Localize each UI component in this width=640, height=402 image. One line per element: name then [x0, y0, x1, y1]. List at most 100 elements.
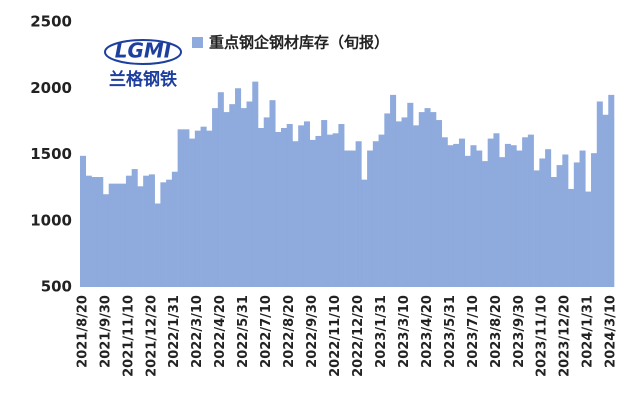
bar: [413, 125, 420, 287]
bar: [367, 150, 374, 287]
bar: [286, 124, 293, 288]
bar: [166, 179, 173, 287]
bar: [499, 157, 506, 287]
x-tick-label: 2022/4/20: [213, 295, 228, 368]
bar: [338, 124, 345, 288]
bar: [390, 94, 397, 287]
bar: [189, 138, 196, 287]
x-tick-label: 2023/11/10: [535, 295, 550, 377]
bar: [585, 191, 592, 287]
bar: [539, 158, 546, 287]
bar: [441, 137, 448, 287]
bar: [596, 101, 603, 287]
x-tick-label: 2021/11/10: [121, 295, 136, 377]
logo: LGMI 兰格钢铁: [104, 39, 182, 90]
bar: [200, 126, 207, 287]
bar: [487, 138, 494, 287]
bar: [120, 183, 127, 287]
bar: [481, 161, 488, 287]
x-tick-label: 2024/3/10: [604, 295, 619, 368]
bar: [223, 112, 230, 287]
bar: [550, 177, 557, 287]
x-tick-label: 2023/12/20: [558, 295, 573, 377]
x-tick-label: 2023/4/20: [420, 295, 435, 368]
bar: [303, 121, 310, 287]
bar: [102, 194, 110, 287]
bar: [527, 134, 534, 287]
bar: [235, 88, 242, 287]
bar: [355, 141, 362, 287]
bar: [424, 108, 431, 287]
y-tick-label: 2500: [30, 13, 72, 31]
bar: [309, 139, 316, 287]
bar: [263, 117, 270, 288]
bar: [361, 179, 368, 287]
bar: [608, 94, 615, 287]
y-tick-label: 2000: [30, 79, 72, 97]
x-tick-label: 2024/1/31: [581, 295, 596, 368]
bar: [321, 120, 328, 287]
bar: [258, 128, 265, 287]
bar: [131, 169, 138, 287]
bar: [384, 113, 391, 287]
bar: [160, 182, 167, 287]
bar: [292, 141, 299, 287]
bar: [591, 153, 598, 287]
bar: [217, 92, 224, 287]
bar: [430, 112, 437, 287]
x-tick-label: 2023/5/31: [443, 295, 458, 368]
bar: [447, 145, 454, 287]
x-tick-label: 2023/8/20: [489, 295, 504, 368]
y-tick-label: 1500: [30, 145, 72, 163]
bar: [326, 134, 333, 287]
bar: [568, 188, 575, 287]
bar: [80, 155, 87, 287]
bar: [436, 120, 443, 287]
bar: [206, 130, 213, 287]
y-tick-label: 1000: [30, 211, 72, 229]
bar: [372, 141, 379, 287]
bar: [470, 145, 477, 287]
x-tick-label: 2023/7/10: [466, 295, 481, 368]
bar: [602, 114, 609, 287]
x-tick-label: 2021/12/20: [144, 295, 159, 377]
bar: [137, 186, 144, 287]
bar: [458, 138, 466, 287]
bar: [177, 129, 184, 287]
bar: [91, 177, 98, 287]
bar: [573, 162, 580, 287]
x-tick-label: 2021/9/30: [98, 295, 113, 368]
bar: [275, 131, 282, 287]
bar: [407, 102, 414, 287]
bar: [533, 170, 540, 287]
bar: [269, 100, 276, 287]
bar: [522, 137, 529, 287]
logo-caption: 兰格钢铁: [109, 69, 177, 90]
bar: [545, 149, 552, 287]
bar: [85, 175, 92, 287]
x-tick-label: 2022/5/31: [236, 295, 251, 368]
bar: [108, 183, 115, 287]
x-tick-label: 2022/3/10: [190, 295, 205, 368]
bar: [114, 183, 121, 287]
logo-ring: [104, 39, 182, 65]
x-tick-label: 2022/7/10: [259, 295, 274, 368]
bar: [143, 175, 150, 287]
x-tick-label: 2023/3/10: [397, 295, 412, 368]
bar: [240, 108, 247, 287]
bar: [556, 165, 563, 287]
bar: [401, 117, 408, 288]
bar: [229, 104, 236, 288]
bar: [148, 174, 155, 287]
logo-text: LGMI: [115, 39, 172, 63]
bar: [183, 129, 190, 287]
bar: [516, 150, 523, 287]
bar: [562, 154, 569, 287]
x-tick-label: 2022/12/20: [351, 295, 366, 377]
x-tick-label: 2022/8/20: [282, 295, 297, 368]
bar: [418, 112, 425, 287]
bar: [252, 81, 259, 287]
bar: [332, 133, 339, 287]
x-tick-label: 2022/11/10: [328, 295, 343, 377]
